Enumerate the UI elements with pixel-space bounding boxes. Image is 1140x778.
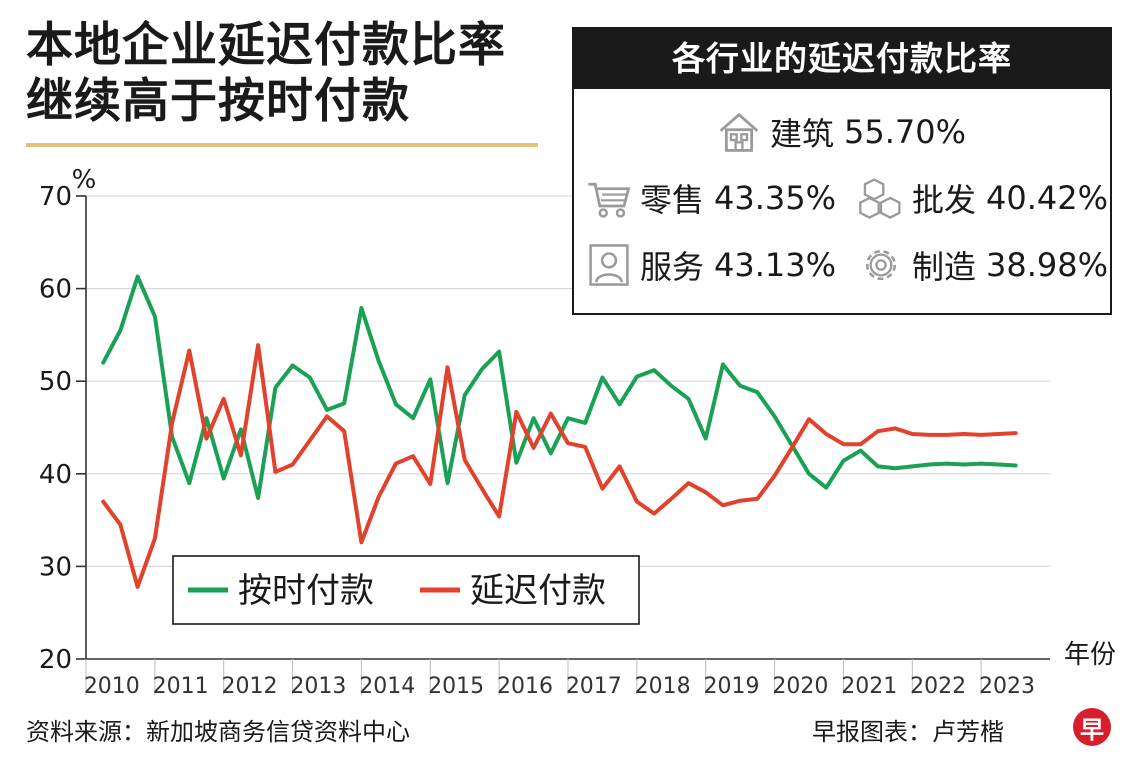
industry-value: 38.98% — [986, 246, 1109, 284]
y-tick-label: 50 — [39, 367, 72, 397]
x-tick-label: 2023 — [979, 674, 1035, 699]
house-icon — [719, 112, 759, 152]
industry-value: 55.70% — [844, 113, 967, 151]
legend-label-on-time: 按时付款 — [238, 571, 374, 611]
x-tick-label: 2019 — [704, 674, 760, 699]
x-tick-label: 2010 — [84, 674, 140, 699]
industry-value: 43.35% — [714, 179, 837, 217]
gear-icon — [865, 249, 897, 281]
industry-manufacturing: 制造 38.98% — [858, 242, 1108, 288]
industry-retail: 零售 43.35% — [586, 175, 836, 221]
x-axis-label: 年份 — [1064, 640, 1116, 670]
y-axis-unit: % — [72, 165, 97, 195]
x-tick-label: 2013 — [290, 674, 346, 699]
industry-name: 批发 — [912, 181, 977, 219]
x-tick-label: 2016 — [497, 674, 553, 699]
title-line-1: 本地企业延迟付款比率 — [26, 18, 506, 73]
x-tick-label: 2022 — [910, 674, 966, 699]
x-tick-label: 2018 — [635, 674, 691, 699]
industry-name: 建筑 — [770, 115, 835, 153]
industry-infobox: 各行业的延迟付款比率 建筑 55.70% 零售 43.35% 批发 40. — [572, 27, 1112, 315]
industry-services: 服务 43.13% — [586, 242, 836, 288]
industry-name: 零售 — [640, 181, 705, 219]
industry-name: 服务 — [640, 248, 705, 286]
series-line-late — [101, 343, 1018, 589]
industry-value: 40.42% — [986, 179, 1109, 217]
y-tick-label: 30 — [39, 552, 72, 582]
x-tick-label: 2011 — [153, 674, 209, 699]
industry-name: 制造 — [912, 248, 977, 286]
x-tick-label: 2015 — [428, 674, 484, 699]
boxes-icon — [859, 178, 901, 219]
industry-wholesale: 批发 40.42% — [858, 175, 1108, 221]
source-note: 资料来源：新加坡商务信贷资料中心 — [26, 718, 410, 746]
y-tick-label: 60 — [39, 275, 72, 305]
y-tick-label: 20 — [39, 645, 72, 675]
legend-box — [172, 555, 640, 625]
y-tick-label: 70 — [39, 182, 72, 212]
person-icon — [589, 244, 629, 286]
series-line-on-time — [101, 274, 1018, 500]
title-line-2: 继续高于按时付款 — [26, 74, 410, 129]
chart-title: 本地企业延迟付款比率 继续高于按时付款 — [26, 18, 506, 130]
legend-label-late: 延迟付款 — [470, 571, 606, 611]
shopping-cart-icon — [588, 182, 631, 218]
industry-value: 43.13% — [714, 246, 837, 284]
x-tick-label: 2020 — [772, 674, 828, 699]
x-tick-label: 2014 — [359, 674, 415, 699]
x-tick-label: 2021 — [841, 674, 897, 699]
line-chart: 20 30 40 50 60 70% 年份 2010 2011 2012 2013 2014 2015 2… — [39, 165, 1116, 699]
x-tick-label: 2017 — [566, 674, 622, 699]
y-tick-label: 40 — [39, 460, 72, 490]
credit-note: 早报图表：卢芳楷 — [812, 718, 1004, 746]
title-underline — [26, 143, 538, 147]
zaobao-logo: 早 — [1073, 708, 1111, 746]
industry-construction: 建筑 55.70% — [716, 109, 966, 155]
x-tick-label: 2012 — [222, 674, 278, 699]
infobox-title: 各行业的延迟付款比率 — [574, 29, 1110, 89]
